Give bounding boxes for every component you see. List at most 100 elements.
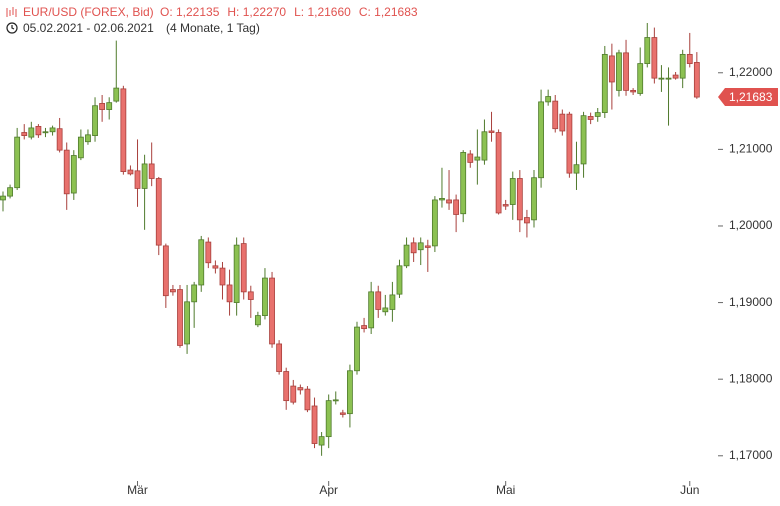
candle-body — [21, 132, 28, 136]
header-range: 05.02.2021 - 02.06.2021 — [23, 21, 154, 35]
candle-body — [106, 102, 113, 110]
candle-body — [325, 400, 332, 438]
candle-body — [630, 89, 637, 93]
candle-body — [538, 101, 544, 179]
candle-body — [120, 88, 127, 172]
candle-body — [170, 289, 176, 293]
candle-body — [14, 136, 21, 189]
candle-body — [347, 370, 353, 415]
candle-body — [693, 62, 700, 98]
candle-body — [247, 291, 254, 300]
candle-body — [113, 87, 120, 102]
candle-body — [283, 371, 290, 402]
candle-body — [219, 267, 226, 286]
candle-body — [516, 178, 523, 221]
header-duration: (4 Monate, 1 Tag) — [166, 21, 260, 35]
candle-body — [254, 315, 261, 326]
candle-body — [191, 284, 198, 303]
candle-body — [226, 284, 233, 303]
candle-body — [276, 343, 283, 372]
candle-body — [665, 77, 672, 80]
candle-body — [99, 103, 106, 110]
candle-body — [297, 387, 304, 391]
candle-body — [339, 412, 346, 415]
candle-body — [77, 136, 84, 159]
candle-body — [361, 325, 367, 330]
candle-body — [658, 77, 665, 80]
candle-body — [56, 128, 63, 151]
x-tick-label: Jun — [680, 483, 699, 497]
candle-body — [495, 132, 502, 214]
candle-body — [28, 127, 35, 138]
candle-body — [198, 239, 205, 286]
candle-body — [637, 63, 644, 94]
candle-body — [212, 265, 219, 269]
y-tick-label: 1,20000 — [729, 218, 773, 232]
candle-body — [524, 217, 530, 224]
y-tick-label: 1,22000 — [729, 65, 773, 79]
clock-icon — [6, 22, 18, 34]
candle-body — [311, 405, 318, 444]
candle-body — [424, 245, 431, 248]
candle-body — [552, 100, 559, 130]
candle-body — [290, 385, 297, 403]
candle-body — [368, 291, 375, 329]
candle-body — [155, 178, 162, 246]
candle-body — [184, 301, 190, 345]
candle-body — [573, 164, 580, 174]
candle-body — [127, 169, 134, 175]
candle-body — [269, 277, 275, 345]
candle-body — [587, 116, 594, 120]
candle-body — [205, 241, 212, 264]
candle-body — [431, 199, 438, 247]
candle-body — [686, 53, 693, 64]
candle-body — [177, 289, 183, 346]
candle-body — [616, 52, 622, 91]
candle-body — [403, 244, 410, 267]
candle-body — [318, 436, 325, 446]
candle-body — [410, 242, 417, 254]
candle-body — [502, 204, 509, 207]
y-tick-label: 1,18000 — [729, 371, 773, 385]
candle-body — [672, 74, 679, 79]
candle-body — [162, 245, 169, 297]
candle-body — [233, 244, 240, 303]
candle-body — [304, 388, 311, 411]
candle-body — [375, 291, 382, 310]
header-ohlc: O: 1,22135 — [160, 5, 220, 19]
candle-body — [474, 156, 481, 161]
candle-body — [70, 155, 77, 194]
candle-body — [92, 105, 98, 136]
last-price-tag — [718, 88, 778, 107]
candle-body — [446, 199, 452, 204]
candle-body — [679, 53, 686, 79]
header-ohlc: H: 1,22270 — [227, 5, 286, 19]
candle-body — [623, 52, 629, 91]
x-tick-label: Mai — [496, 483, 515, 497]
candle-body — [559, 113, 566, 132]
candle-body — [460, 152, 467, 215]
candle-body — [566, 113, 573, 174]
candle-body — [134, 170, 141, 189]
candle-body — [439, 198, 445, 201]
candle-body — [396, 265, 403, 295]
candle-body — [7, 187, 13, 197]
candle-body — [531, 177, 537, 221]
candle-body — [651, 37, 658, 79]
header-ohlc: C: 1,21683 — [359, 5, 418, 19]
last-price-label: 1,21683 — [729, 90, 773, 104]
candle-body — [644, 37, 651, 64]
header-icon — [6, 7, 17, 17]
candle-body — [481, 131, 488, 161]
candle-body — [332, 399, 339, 402]
candle-body — [354, 326, 360, 372]
candle-body — [42, 131, 49, 134]
candle-body — [601, 53, 608, 114]
y-tick-label: 1,17000 — [729, 448, 773, 462]
x-tick-label: Mär — [127, 483, 148, 497]
y-tick-label: 1,19000 — [729, 295, 773, 309]
candle-body — [85, 134, 91, 143]
candle-body — [240, 243, 247, 293]
